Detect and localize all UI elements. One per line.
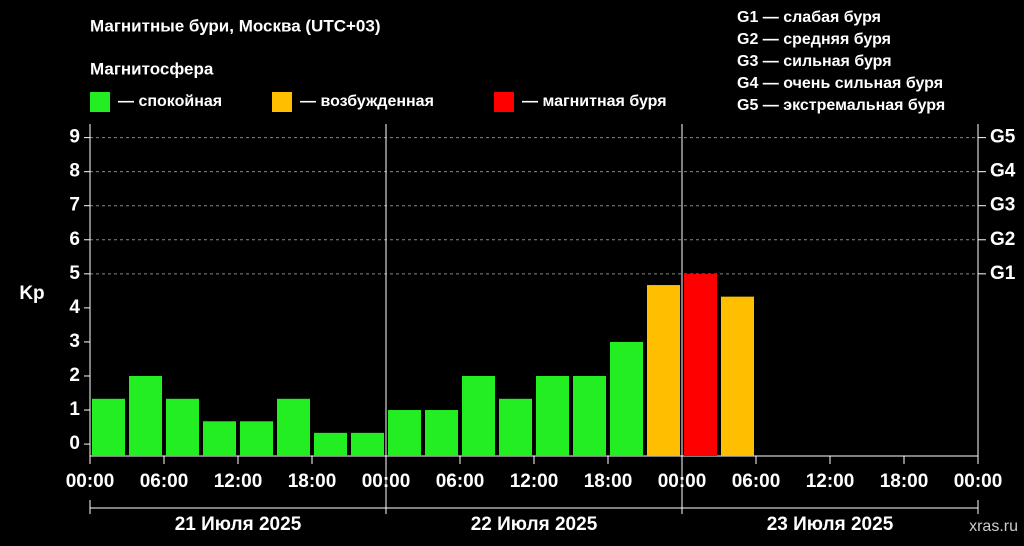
x-tick-label: 18:00 xyxy=(288,471,337,492)
bar xyxy=(129,375,162,456)
legend-label: — возбужденная xyxy=(300,93,434,110)
y-tick-label: 5 xyxy=(69,263,80,284)
bar xyxy=(92,398,125,456)
watermark: xras.ru xyxy=(969,518,1018,535)
bar xyxy=(610,341,643,456)
y-tick-label: 4 xyxy=(69,297,80,318)
y-label: Kp xyxy=(19,283,44,304)
y2-tick-label: G4 xyxy=(990,161,1016,182)
bar xyxy=(166,398,199,456)
bar xyxy=(721,296,754,456)
x-tick-label: 00:00 xyxy=(954,471,1003,492)
bar xyxy=(277,398,310,456)
x-tick-label: 06:00 xyxy=(732,471,781,492)
bar xyxy=(573,375,606,456)
bar xyxy=(425,410,458,456)
legend-swatch xyxy=(494,92,514,112)
y-tick-label: 2 xyxy=(69,365,80,386)
storm-level: G1 — слабая буря xyxy=(737,9,881,26)
chart-title: Магнитные бури, Москва (UTC+03) xyxy=(90,16,381,35)
bar xyxy=(314,432,347,456)
y2-tick-label: G5 xyxy=(990,127,1016,148)
x-tick-label: 12:00 xyxy=(510,471,559,492)
day-label: 22 Июля 2025 xyxy=(471,514,598,535)
storm-level: G5 — экстремальная буря xyxy=(737,97,945,114)
bar xyxy=(499,398,532,456)
day-label: 21 Июля 2025 xyxy=(175,514,302,535)
y2-tick-label: G3 xyxy=(990,195,1015,216)
storm-level: G3 — сильная буря xyxy=(737,53,892,70)
bar xyxy=(351,432,384,456)
x-tick-label: 00:00 xyxy=(362,471,411,492)
bar xyxy=(536,375,569,456)
x-tick-label: 00:00 xyxy=(66,471,115,492)
legend-label: — спокойная xyxy=(118,93,222,110)
legend-label: — магнитная буря xyxy=(522,93,667,110)
legend-swatch xyxy=(90,92,110,112)
y-tick-label: 9 xyxy=(69,127,80,148)
subtitle: Магнитосфера xyxy=(90,59,214,78)
storm-level: G4 — очень сильная буря xyxy=(737,75,943,92)
storm-level: G2 — средняя буря xyxy=(737,31,891,48)
day-label: 23 Июля 2025 xyxy=(767,514,894,535)
legend-swatch xyxy=(272,92,292,112)
x-tick-label: 12:00 xyxy=(214,471,263,492)
x-tick-label: 06:00 xyxy=(436,471,485,492)
y-tick-label: 8 xyxy=(69,161,80,182)
bar xyxy=(388,410,421,456)
bar xyxy=(647,285,680,456)
bar xyxy=(240,421,273,456)
x-tick-label: 00:00 xyxy=(658,471,707,492)
y2-tick-label: G1 xyxy=(990,263,1016,284)
y-tick-label: 3 xyxy=(69,331,80,352)
x-tick-label: 12:00 xyxy=(806,471,855,492)
bar xyxy=(462,375,495,456)
y-tick-label: 1 xyxy=(69,399,80,420)
y-tick-label: 0 xyxy=(69,433,80,454)
bar xyxy=(203,421,236,456)
bar xyxy=(684,273,717,456)
y-tick-label: 6 xyxy=(69,229,80,250)
x-tick-label: 18:00 xyxy=(584,471,633,492)
y2-tick-label: G2 xyxy=(990,229,1015,250)
y-tick-label: 7 xyxy=(69,195,80,216)
x-tick-label: 18:00 xyxy=(880,471,929,492)
x-tick-label: 06:00 xyxy=(140,471,189,492)
